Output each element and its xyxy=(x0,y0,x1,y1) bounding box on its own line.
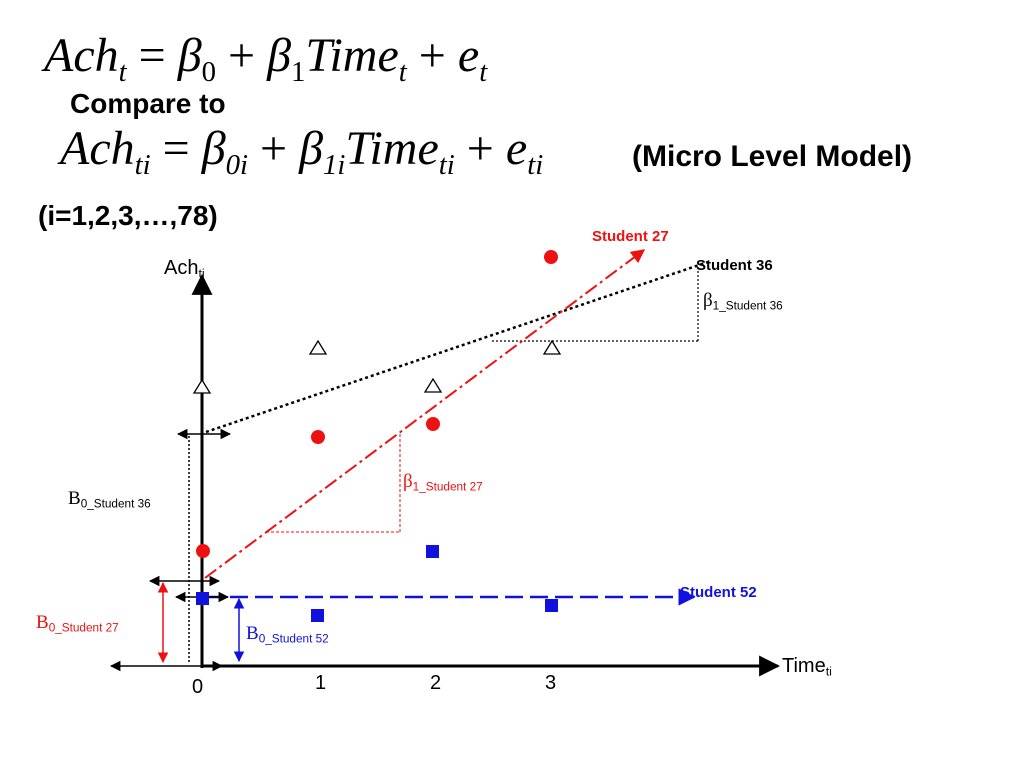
macro-time-sub: t xyxy=(398,56,407,89)
int36-label: B0_Student 36 xyxy=(68,488,151,511)
macro-lhs-sub: t xyxy=(118,56,127,89)
student52-point xyxy=(426,545,439,558)
micro-eq-sign: = xyxy=(162,122,190,175)
macro-beta0: β xyxy=(177,29,202,82)
slope27-beta: β xyxy=(403,471,413,492)
micro-equation: Achti = β0i + β1iTimeti + eti xyxy=(60,125,543,180)
int27-b: B xyxy=(36,612,49,633)
macro-beta1: β xyxy=(267,29,292,82)
student52-point xyxy=(545,599,558,612)
student36-point xyxy=(192,378,212,394)
micro-time: Time xyxy=(345,122,439,175)
y-axis-label-sub: ti xyxy=(198,266,205,281)
student27-point xyxy=(311,430,325,444)
index-range-label: (i=1,2,3,…,78) xyxy=(38,200,218,231)
compare-to-label: Compare to xyxy=(70,88,226,119)
micro-lhs-sub: ti xyxy=(134,149,151,182)
int52-label: B0_Student 52 xyxy=(246,623,329,646)
micro-beta0: β xyxy=(201,122,226,175)
micro-plus-2: + xyxy=(466,122,494,175)
int52-b: B xyxy=(246,623,259,644)
student36-point xyxy=(542,339,562,355)
student52-point xyxy=(311,609,324,622)
slope36-label: β1_Student 36 xyxy=(703,290,783,313)
micro-error: e xyxy=(505,122,528,175)
macro-plus-2: + xyxy=(418,29,446,82)
int27-sub: 0_Student 27 xyxy=(48,621,119,635)
slope27-label: β1_Student 27 xyxy=(403,471,483,494)
macro-error: e xyxy=(457,29,480,82)
slope36-sub: 1_Student 36 xyxy=(712,299,783,313)
student27-point xyxy=(426,417,440,431)
y-axis-label: Achti xyxy=(164,257,205,281)
y-axis-label-main: Ach xyxy=(164,257,199,279)
x-axis-label-main: Time xyxy=(782,655,826,677)
student27-label: Student 27 xyxy=(592,228,669,245)
x-tick-label: 0 xyxy=(192,676,204,698)
micro-level-label: (Micro Level Model) xyxy=(632,140,913,173)
slope36-beta: β xyxy=(703,290,713,311)
x-tick-label: 2 xyxy=(430,672,442,694)
micro-beta0-sub: 0i xyxy=(225,149,249,182)
x-axis-label: Timeti xyxy=(782,655,832,679)
x-tick-label: 3 xyxy=(545,672,557,694)
student52-point xyxy=(196,592,209,605)
int27-label: B0_Student 27 xyxy=(36,612,119,635)
micro-error-sub: ti xyxy=(527,149,544,182)
student27-line xyxy=(204,249,646,579)
micro-beta1-sub: 1i xyxy=(323,149,346,182)
int52-sub: 0_Student 52 xyxy=(258,632,329,646)
student36-line xyxy=(205,260,709,434)
slope27-sub: 1_Student 27 xyxy=(412,480,483,494)
macro-error-sub: t xyxy=(479,56,488,89)
x-axis-label-sub: ti xyxy=(825,664,832,679)
micro-time-sub: ti xyxy=(438,149,455,182)
x-tick-label: 1 xyxy=(315,672,327,694)
student27-point xyxy=(544,250,558,264)
macro-time: Time xyxy=(305,29,399,82)
macro-lhs: Ach xyxy=(44,29,119,82)
micro-plus-1: + xyxy=(260,122,288,175)
macro-equation: Acht = β0 + β1Timet + et xyxy=(44,32,487,87)
micro-beta1: β xyxy=(299,122,324,175)
macro-eq-sign: = xyxy=(138,29,166,82)
int36-b: B xyxy=(68,488,81,509)
student27-point xyxy=(196,544,210,558)
micro-lhs: Ach xyxy=(60,122,135,175)
int36-sub: 0_Student 36 xyxy=(80,497,151,511)
macro-beta0-sub: 0 xyxy=(201,56,217,89)
macro-plus-1: + xyxy=(228,29,256,82)
student36-label: Student 36 xyxy=(696,257,773,274)
student36-point xyxy=(423,377,443,393)
student36-point xyxy=(308,339,328,355)
macro-beta1-sub: 1 xyxy=(291,56,306,89)
student52-label: Student 52 xyxy=(680,584,757,601)
